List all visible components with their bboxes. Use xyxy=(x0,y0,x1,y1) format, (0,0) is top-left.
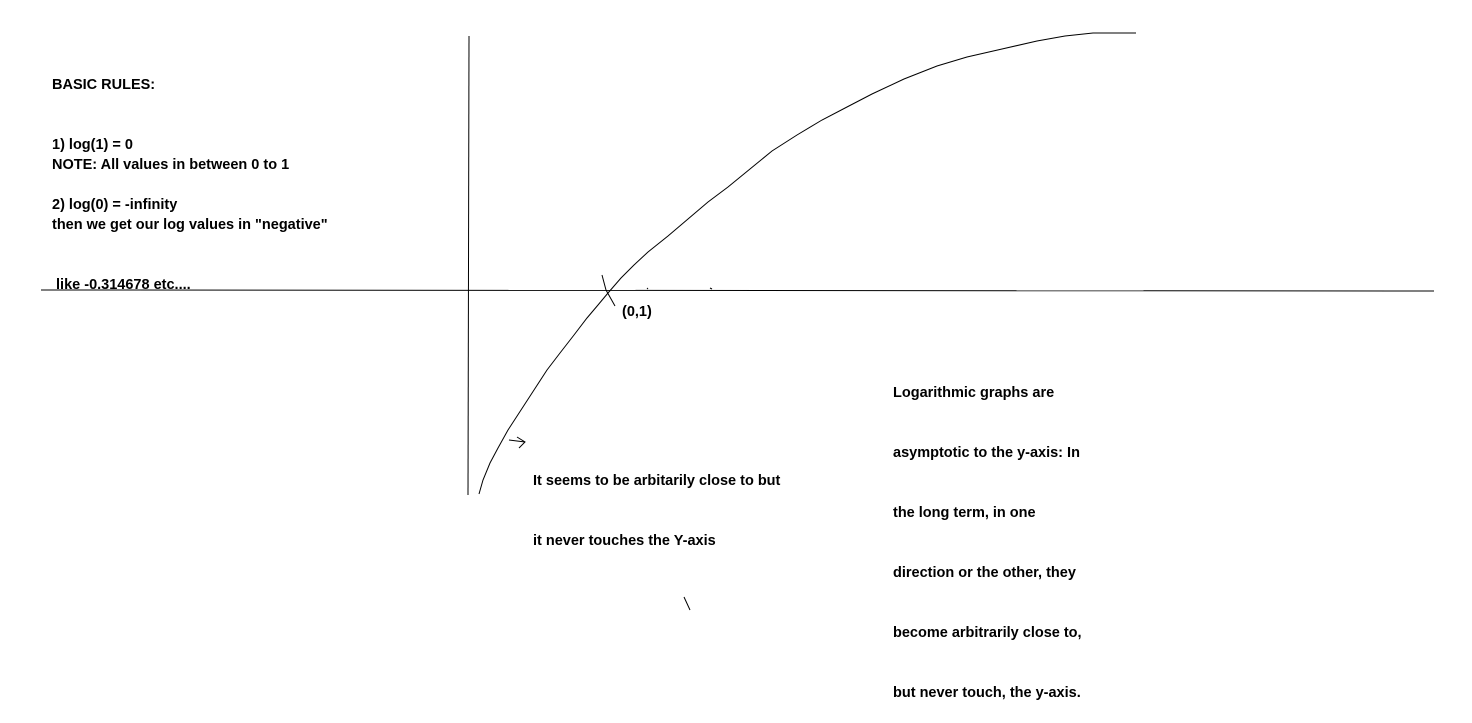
note-line: like -0.314678 etc.... xyxy=(52,277,191,293)
axis-tick-mark xyxy=(646,287,649,290)
rule-log-zero: 2) log(0) = -infinity xyxy=(52,197,178,213)
note-line: NOTE: All values in between 0 to 1 xyxy=(52,157,290,173)
asymptote-explanation-line: Logarithmic graphs are xyxy=(893,385,1055,401)
asymptote-explanation-line: become arbitrarily close to, xyxy=(893,625,1082,641)
annotation-arrow xyxy=(508,436,526,449)
log-curve xyxy=(478,32,1136,495)
note-block: NOTE: All values in between 0 to 1 then … xyxy=(52,115,328,315)
curve-annotation-line: it never touches the Y-axis xyxy=(533,533,716,549)
intercept-tick-mark xyxy=(601,274,616,307)
intercept-point-label: (0,1) xyxy=(622,304,652,320)
asymptote-explanation-line: asymptotic to the y-axis: In xyxy=(893,445,1080,461)
x-axis xyxy=(40,289,1435,292)
curve-annotation: It seems to be arbitarily close to but i… xyxy=(533,431,780,571)
y-axis xyxy=(467,35,470,496)
asymptote-explanation-line: but never touch, the y-axis. xyxy=(893,685,1081,701)
basic-rules-heading: BASIC RULES: xyxy=(52,77,156,93)
drawing-canvas xyxy=(40,32,1435,611)
stray-stroke xyxy=(683,596,691,611)
curve-annotation-line: It seems to be arbitarily close to but xyxy=(533,473,781,489)
axis-tick-mark xyxy=(709,287,713,290)
rule-log-one: 1) log(1) = 0 xyxy=(52,137,133,153)
asymptote-explanation-line: the long term, in one xyxy=(893,505,1036,521)
basic-rules-block: BASIC RULES: 1) log(1) = 0 2) log(0) = -… xyxy=(52,35,177,235)
asymptote-explanation: Logarithmic graphs are asymptotic to the… xyxy=(893,343,1082,723)
note-line: then we get our log values in "negative" xyxy=(52,217,328,233)
asymptote-explanation-line: direction or the other, they xyxy=(893,565,1076,581)
